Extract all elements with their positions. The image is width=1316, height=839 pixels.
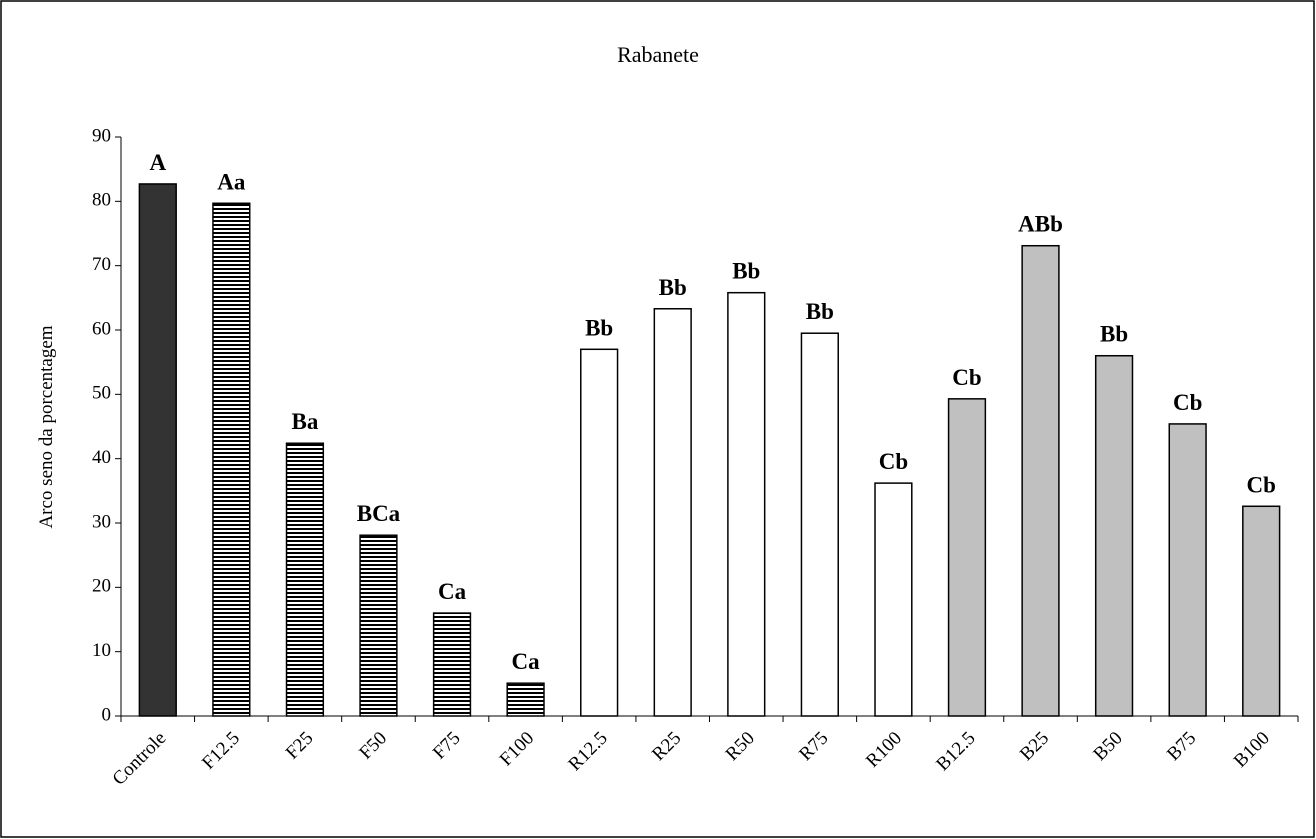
y-tick-label: 60 — [92, 318, 111, 339]
bar-annotation: Ba — [291, 409, 318, 434]
bar-annotation: Bb — [659, 275, 687, 300]
bar-annotation: Aa — [217, 169, 246, 194]
bar — [1242, 505, 1281, 717]
y-tick-label: 30 — [92, 511, 111, 532]
bar — [874, 482, 913, 717]
y-tick-label: 50 — [92, 383, 111, 404]
bar-annotation: Bb — [732, 259, 760, 284]
bar — [212, 202, 251, 717]
bar — [1094, 354, 1134, 717]
bar — [800, 332, 839, 717]
bar-annotation: ABb — [1018, 212, 1063, 237]
bar-annotation: Bb — [1100, 322, 1128, 347]
bar — [506, 682, 545, 717]
bar — [947, 398, 987, 717]
bar-annotation: Cb — [879, 449, 908, 474]
bar-annotation: Cb — [1247, 472, 1276, 497]
bar-annotation: Cb — [1173, 390, 1202, 415]
bar — [432, 612, 472, 717]
y-tick-label: 90 — [92, 125, 111, 146]
bar-annotation: BCa — [357, 501, 401, 526]
bar-annotation: Cb — [952, 365, 981, 390]
chart-title: Rabanete — [617, 42, 699, 67]
y-tick-label: 70 — [92, 254, 111, 275]
y-tick-label: 40 — [92, 447, 111, 468]
y-tick-label: 0 — [102, 704, 112, 725]
y-tick-label: 10 — [92, 640, 111, 661]
y-tick-label: 80 — [92, 190, 111, 211]
y-axis-label: Arco seno da porcentagem — [36, 325, 57, 528]
bar-annotation: Ca — [438, 579, 467, 604]
bar-annotation: Bb — [585, 315, 613, 340]
bar — [580, 348, 619, 717]
bar — [138, 183, 177, 717]
bar — [653, 308, 692, 717]
bar — [1021, 244, 1060, 717]
bar-annotation: Bb — [806, 299, 834, 324]
bar — [285, 442, 325, 717]
bar-annotation: Ca — [512, 649, 541, 674]
y-tick-label: 20 — [92, 576, 111, 597]
bar — [359, 534, 398, 717]
bar-annotation: A — [149, 150, 166, 175]
bar — [727, 291, 766, 717]
bar — [1168, 423, 1207, 717]
